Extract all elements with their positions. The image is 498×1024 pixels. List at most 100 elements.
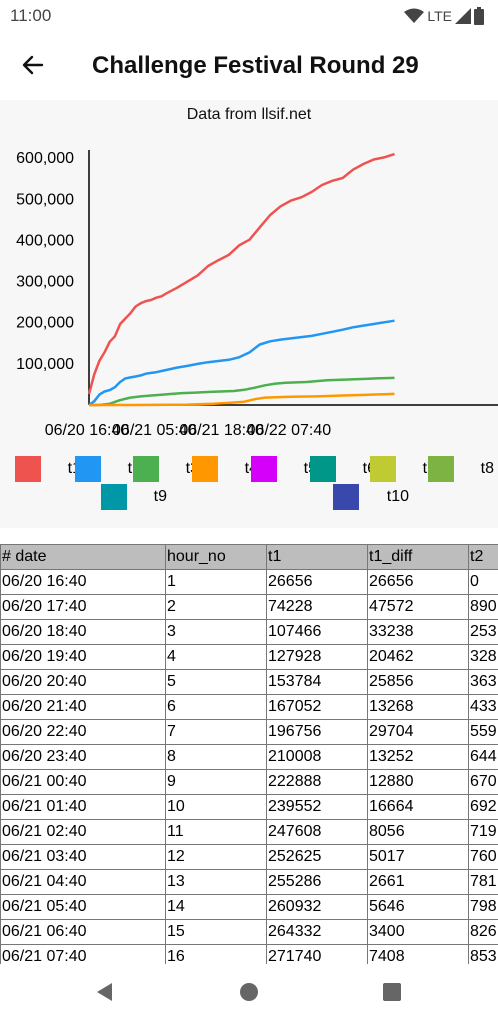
legend-item-t1[interactable]: t1: [15, 456, 81, 482]
table-cell: 06/21 01:40: [0, 794, 166, 820]
table-cell: 196756: [266, 719, 368, 745]
page-title: Challenge Festival Round 29: [92, 52, 419, 79]
table-cell: 260932: [266, 894, 368, 920]
battery-icon: [474, 7, 484, 25]
table-cell: 239552: [266, 794, 368, 820]
table-cell: 06/21 03:40: [0, 844, 166, 870]
table-cell: 06/20 22:40: [0, 719, 166, 745]
table-cell: 26656: [266, 569, 368, 595]
table-cell: 06/21 00:40: [0, 769, 166, 795]
table-row: 06/21 03:40 12 252625 5017 760: [0, 844, 498, 870]
table-cell: 8: [165, 744, 267, 770]
y-tick-label: 300,000: [16, 274, 74, 291]
chart-card: 100,000 200,000 300,000 400,000 500,000 600,0…: [0, 100, 498, 528]
table-row: 06/20 16:40 1 26656 26656 0: [0, 569, 498, 595]
table-cell: 1: [165, 569, 267, 595]
legend-swatch: [251, 456, 277, 482]
network-type-label: LTE: [427, 8, 452, 24]
status-bar: 11:00 LTE: [0, 0, 498, 34]
table-cell: 252625: [266, 844, 368, 870]
legend-swatch: [370, 456, 396, 482]
legend-item-t4[interactable]: t4: [192, 456, 258, 482]
legend-label: t8: [480, 460, 494, 477]
table-cell: 06/21 05:40: [0, 894, 166, 920]
y-tick-label: 100,000: [16, 356, 74, 373]
table-cell: 670: [468, 769, 498, 795]
nav-recents-button[interactable]: [380, 982, 404, 1006]
table-cell: 13: [165, 869, 267, 895]
table-cell: 692: [468, 794, 498, 820]
legend-item-t3[interactable]: t3: [133, 456, 199, 482]
legend-item-t10[interactable]: t10: [333, 484, 409, 510]
legend-item-t6[interactable]: t6: [310, 456, 376, 482]
table-cell: 06/20 21:40: [0, 694, 166, 720]
legend-item-t7[interactable]: t7: [370, 456, 436, 482]
data-table-container[interactable]: # date hour_no t1 t1_diff t2 06/20 16:40 1 266…: [0, 544, 498, 964]
table-cell: 253: [468, 619, 498, 645]
table-header-row: # date hour_no t1 t1_diff t2: [0, 544, 498, 570]
table-cell: 826: [468, 919, 498, 945]
legend-label: t9: [153, 488, 167, 505]
column-header[interactable]: hour_no: [165, 544, 267, 570]
legend-item-t9[interactable]: t9: [101, 484, 167, 510]
table-cell: 16664: [367, 794, 469, 820]
table-cell: 222888: [266, 769, 368, 795]
table-cell: 8056: [367, 819, 469, 845]
column-header[interactable]: # date: [0, 544, 166, 570]
table-cell: 13252: [367, 744, 469, 770]
square-recents-icon: [382, 982, 402, 1007]
table-row: 06/20 23:40 8 210008 13252 644: [0, 744, 498, 770]
table-cell: 11: [165, 819, 267, 845]
arrow-left-icon: [21, 53, 45, 82]
triangle-back-icon: [95, 982, 115, 1007]
x-tick-label: 06/22 07:40: [247, 422, 332, 439]
table-cell: 47572: [367, 594, 469, 620]
table-cell: 210008: [266, 744, 368, 770]
table-row: 06/21 05:40 14 260932 5646 798: [0, 894, 498, 920]
table-cell: 167052: [266, 694, 368, 720]
table-row: 06/21 04:40 13 255286 2661 781: [0, 869, 498, 895]
table-cell: 06/20 23:40: [0, 744, 166, 770]
series-line-t1: [87, 152, 395, 395]
table-row: 06/21 06:40 15 264332 3400 826: [0, 919, 498, 945]
table-cell: 760: [468, 844, 498, 870]
series-line-t2: [88, 319, 395, 407]
legend-swatch: [428, 456, 454, 482]
table-cell: 3: [165, 619, 267, 645]
chart: 100,000 200,000 300,000 400,000 500,000 600,0…: [16, 150, 498, 439]
table-cell: 10: [165, 794, 267, 820]
back-button[interactable]: [14, 48, 52, 86]
table-row: 06/20 19:40 4 127928 20462 328: [0, 644, 498, 670]
table-cell: 781: [468, 869, 498, 895]
status-time: 11:00: [10, 6, 52, 25]
legend-item-t5[interactable]: t5: [251, 456, 317, 482]
column-header[interactable]: t1_diff: [367, 544, 469, 570]
table-cell: 7408: [367, 944, 469, 964]
table-cell: 06/20 20:40: [0, 669, 166, 695]
table-row: 06/21 02:40 11 247608 8056 719: [0, 819, 498, 845]
table-cell: 559: [468, 719, 498, 745]
legend-swatch: [75, 456, 101, 482]
legend-swatch: [15, 456, 41, 482]
table-cell: 2661: [367, 869, 469, 895]
nav-home-button[interactable]: [237, 982, 261, 1006]
table-row: 06/20 20:40 5 153784 25856 363: [0, 669, 498, 695]
nav-back-button[interactable]: [93, 982, 117, 1006]
table-row: 06/21 01:40 10 239552 16664 692: [0, 794, 498, 820]
table-cell: 74228: [266, 594, 368, 620]
table-cell: 853: [468, 944, 498, 964]
legend-item-t8[interactable]: t8: [428, 456, 494, 482]
table-cell: 328: [468, 644, 498, 670]
table-cell: 5: [165, 669, 267, 695]
circle-home-icon: [239, 982, 259, 1007]
table-cell: 33238: [367, 619, 469, 645]
table-cell: 16: [165, 944, 267, 964]
table-cell: 255286: [266, 869, 368, 895]
column-header[interactable]: t2: [468, 544, 498, 570]
table-cell: 153784: [266, 669, 368, 695]
table-cell: 06/20 17:40: [0, 594, 166, 620]
column-header[interactable]: t1: [266, 544, 368, 570]
legend-item-t2[interactable]: t2: [75, 456, 141, 482]
status-icons: LTE: [404, 6, 484, 26]
table-cell: 06/20 16:40: [0, 569, 166, 595]
